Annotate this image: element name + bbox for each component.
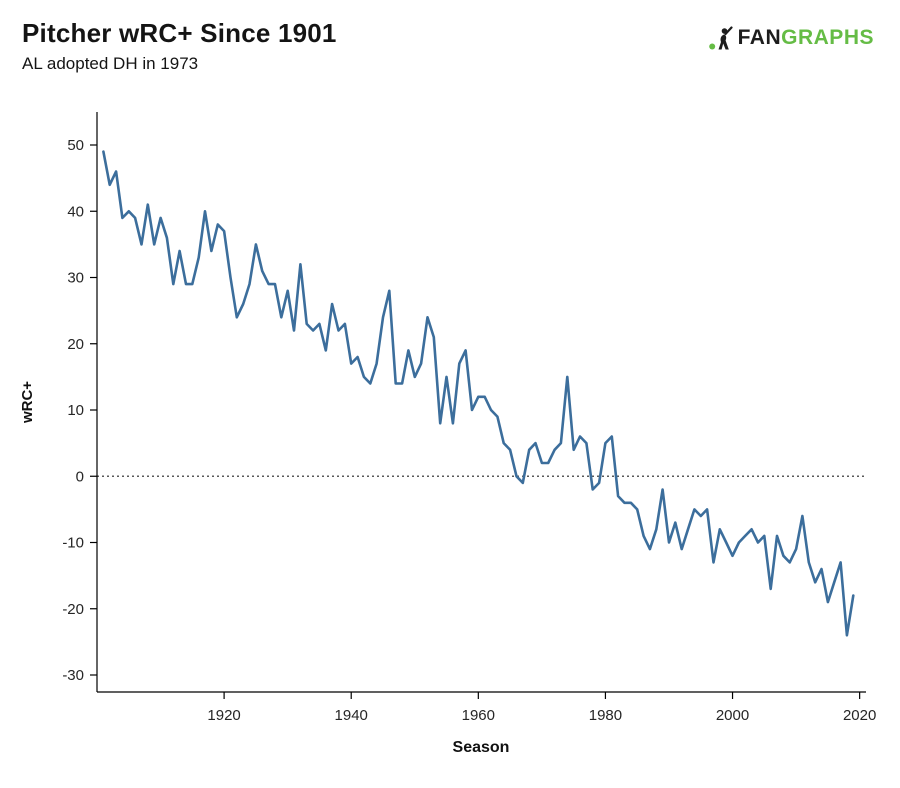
fangraphs-logo: FANGRAPHS (708, 26, 874, 50)
y-tick-label: 0 (76, 468, 84, 485)
y-tick-label: 50 (67, 137, 84, 154)
y-axis: -30 -20 -10 0 10 20 30 40 50 (62, 112, 98, 692)
logo-text-graphs: GRAPHS (781, 26, 874, 49)
y-tick-label: -30 (62, 667, 84, 684)
y-tick-label: 20 (67, 336, 84, 353)
page-title: Pitcher wRC+ Since 1901 (22, 18, 337, 48)
x-tick-label: 1940 (335, 707, 368, 724)
y-tick-label: 10 (67, 402, 84, 419)
fangraphs-logo-text: FANGRAPHS (738, 26, 874, 50)
chart-header: Pitcher wRC+ Since 1901 AL adopted DH in… (0, 0, 900, 100)
logo-text-fan: FAN (737, 26, 782, 49)
x-axis: 1920 1940 1960 1980 2000 2020 (97, 691, 876, 724)
y-axis-label: wRC+ (19, 381, 36, 424)
page-subtitle: AL adopted DH in 1973 (22, 54, 199, 73)
x-tick-label: 1980 (589, 707, 622, 724)
title-block: Pitcher wRC+ Since 1901 AL adopted DH in… (22, 18, 337, 74)
x-axis-label: Season (453, 739, 510, 756)
wrc-series-path (102, 150, 855, 637)
x-tick-label: 2020 (843, 707, 876, 724)
data-line (102, 150, 855, 637)
y-tick-label: -10 (62, 535, 84, 552)
x-tick-label: 1920 (207, 707, 240, 724)
y-tick-label: -20 (62, 601, 84, 618)
x-tick-label: 1960 (462, 707, 495, 724)
x-tick-label: 2000 (716, 707, 749, 724)
fangraphs-batter-icon (708, 26, 733, 50)
y-tick-label: 40 (67, 203, 84, 220)
wrc-line-chart: -30 -20 -10 0 10 20 30 40 50 1920 1940 1960 1980 200… (19, 112, 876, 756)
y-tick-label: 30 (67, 270, 84, 287)
